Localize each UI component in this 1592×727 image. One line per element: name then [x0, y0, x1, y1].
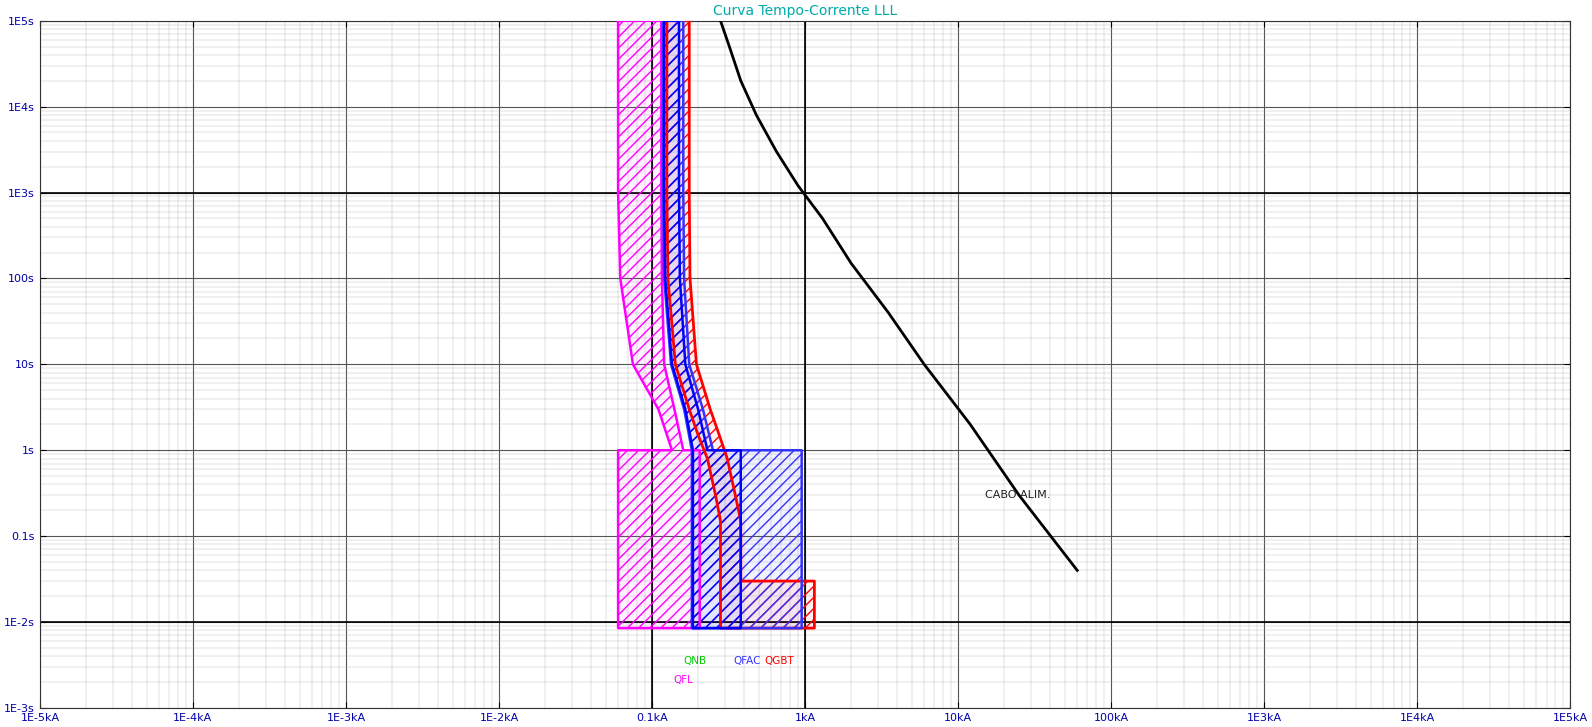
Title: Curva Tempo-Corrente LLL: Curva Tempo-Corrente LLL [713, 4, 898, 18]
Text: QFL: QFL [673, 675, 693, 685]
Text: CABO ALIM.: CABO ALIM. [985, 490, 1051, 500]
Polygon shape [664, 21, 740, 628]
Polygon shape [618, 21, 700, 628]
Polygon shape [662, 21, 802, 628]
Text: QFAC: QFAC [734, 656, 761, 666]
Text: QNB: QNB [683, 656, 707, 666]
Text: QGBT: QGBT [764, 656, 794, 666]
Polygon shape [667, 21, 815, 628]
